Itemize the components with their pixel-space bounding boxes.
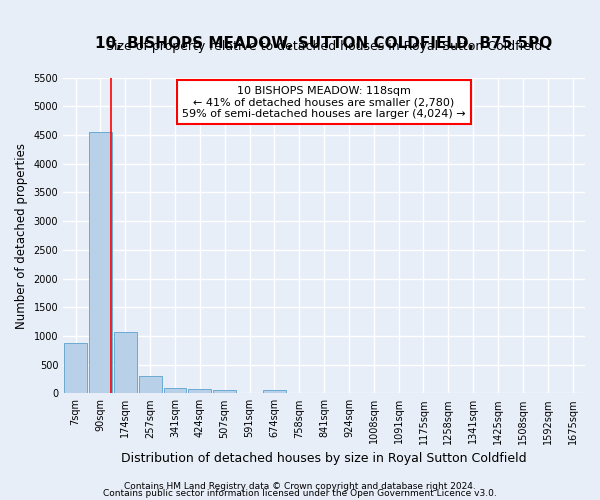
Title: Size of property relative to detached houses in Royal Sutton Coldfield: Size of property relative to detached ho… [106,40,542,53]
Bar [89,132,112,394]
Bar [164,388,187,394]
Bar [114,332,137,394]
Bar [188,388,211,394]
Bar [64,343,87,394]
Text: Contains public sector information licensed under the Open Government Licence v3: Contains public sector information licen… [103,490,497,498]
X-axis label: Distribution of detached houses by size in Royal Sutton Coldfield: Distribution of detached houses by size … [121,452,527,465]
Bar [213,390,236,394]
Text: 10, BISHOPS MEADOW, SUTTON COLDFIELD, B75 5PQ: 10, BISHOPS MEADOW, SUTTON COLDFIELD, B7… [95,36,553,51]
Text: Contains HM Land Registry data © Crown copyright and database right 2024.: Contains HM Land Registry data © Crown c… [124,482,476,491]
Text: 10 BISHOPS MEADOW: 118sqm
← 41% of detached houses are smaller (2,780)
59% of se: 10 BISHOPS MEADOW: 118sqm ← 41% of detac… [182,86,466,119]
Bar [263,390,286,394]
Bar [139,376,161,394]
Y-axis label: Number of detached properties: Number of detached properties [15,142,28,328]
